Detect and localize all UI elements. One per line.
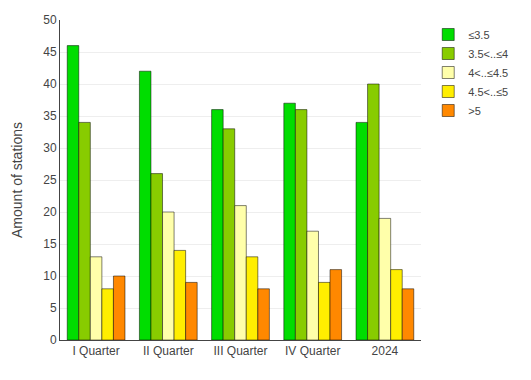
svg-text:20: 20	[43, 205, 57, 219]
svg-text:2024: 2024	[372, 344, 399, 358]
svg-text:≤3.5: ≤3.5	[468, 29, 489, 41]
svg-text:30: 30	[43, 141, 57, 155]
svg-text:III Quarter: III Quarter	[213, 344, 267, 358]
svg-text:45: 45	[43, 45, 57, 59]
svg-text:Amount of stations: Amount of stations	[9, 122, 25, 238]
svg-text:II Quarter: II Quarter	[143, 344, 194, 358]
svg-text:3.5<..≤4: 3.5<..≤4	[468, 48, 508, 60]
svg-text:25: 25	[43, 173, 57, 187]
svg-text:IV Quarter: IV Quarter	[285, 344, 340, 358]
svg-text:10: 10	[43, 269, 57, 283]
svg-text:4.5<..≤5: 4.5<..≤5	[468, 86, 508, 98]
svg-text:0: 0	[50, 333, 57, 347]
svg-text:>5: >5	[468, 105, 481, 117]
svg-text:35: 35	[43, 109, 57, 123]
svg-text:40: 40	[43, 77, 57, 91]
svg-text:5: 5	[50, 301, 57, 315]
svg-text:50: 50	[43, 13, 57, 27]
svg-text:15: 15	[43, 237, 57, 251]
svg-text:I Quarter: I Quarter	[72, 344, 119, 358]
svg-text:4<..≤4.5: 4<..≤4.5	[468, 67, 508, 79]
